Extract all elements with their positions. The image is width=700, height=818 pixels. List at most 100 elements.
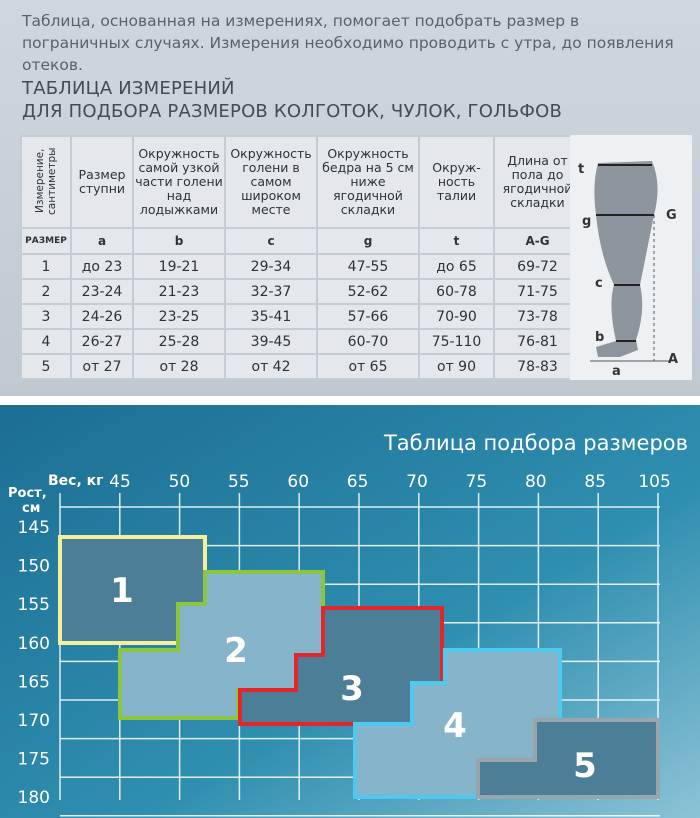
- header-cell: Окруж-ность талии: [418, 135, 495, 229]
- table-cell: от 90: [418, 353, 495, 380]
- size-number: 2: [224, 631, 248, 671]
- weight-tick: 55: [228, 472, 250, 492]
- table-cell: 4: [20, 328, 72, 355]
- table-cell: 1: [20, 253, 72, 280]
- weight-tick: 105: [638, 472, 670, 492]
- height-tick: 155: [18, 595, 50, 615]
- header-cell: Длина от пола до ягодичной складки: [493, 135, 582, 229]
- table-cell: 23-24: [70, 278, 134, 305]
- size-table: Измерение, сантиметры Размер ступни Окружн…: [20, 135, 582, 380]
- leg-shape: [594, 161, 658, 357]
- table-cell: 75-110: [418, 328, 495, 355]
- table-cell: 35-41: [224, 303, 318, 330]
- diagram-label: g: [582, 214, 591, 229]
- table-cell: 78-83: [493, 353, 582, 380]
- title-line: ТАБЛИЦА ИЗМЕРЕНИЙ: [22, 78, 235, 99]
- header-row: Измерение, сантиметры Размер ступни Окружн…: [20, 135, 582, 229]
- header-cell: Окружность бедра на 5 см ниже ягодичной …: [316, 135, 420, 229]
- diagram-label: G: [666, 208, 677, 223]
- table-cell: 3: [20, 303, 72, 330]
- height-tick: 175: [18, 750, 50, 770]
- table-cell: 25-28: [132, 328, 226, 355]
- leg-diagram: t g G c b A a: [570, 135, 692, 380]
- measurement-section: Таблица, основанная на измерениях, помог…: [0, 0, 700, 396]
- weight-label: Вес, кг: [48, 473, 103, 489]
- table-cell: от 65: [316, 353, 420, 380]
- table-cell: от 28: [132, 353, 226, 380]
- table-cell: 71-75: [493, 278, 582, 305]
- table-cell: от 42: [224, 353, 318, 380]
- code-cell: a: [70, 227, 134, 255]
- table-cell: до 65: [418, 253, 495, 280]
- table-cell: 57-66: [316, 303, 420, 330]
- size-regions: [58, 535, 660, 799]
- title-line: ДЛЯ ПОДБОРА РАЗМЕРОВ КОЛГОТОК, ЧУЛОК, ГО…: [22, 101, 562, 122]
- weight-tick: 75: [466, 472, 488, 492]
- weight-tick: 60: [287, 472, 309, 492]
- size-region: [476, 718, 660, 799]
- table-cell: 70-90: [418, 303, 495, 330]
- diagram-label: t: [578, 162, 584, 177]
- weight-tick: 65: [347, 472, 369, 492]
- code-cell: g: [316, 227, 420, 255]
- table-cell: 60-78: [418, 278, 495, 305]
- weight-tick: 50: [169, 472, 191, 492]
- height-tick: 180: [18, 788, 50, 808]
- chart-title: Таблица подбора размеров: [383, 431, 688, 455]
- table-cell: 73-78: [493, 303, 582, 330]
- table-cell: 23-25: [132, 303, 226, 330]
- table-row: 1 до 23 19-21 29-34 47-55 до 65 69-72: [20, 253, 582, 280]
- table-cell: до 23: [70, 253, 134, 280]
- table-cell: 32-37: [224, 278, 318, 305]
- size-number: 1: [110, 571, 134, 611]
- weight-tick: 80: [525, 472, 547, 492]
- diagram-label: a: [612, 364, 621, 379]
- table-cell: 52-62: [316, 278, 420, 305]
- height-tick: 145: [18, 518, 50, 538]
- table-cell: 47-55: [316, 253, 420, 280]
- intro-text: Таблица, основанная на измерениях, помог…: [22, 12, 674, 74]
- height-tick: 160: [18, 634, 50, 654]
- size-chart: 1 2 3 4 5 Таблица подбора размеров Вес, …: [0, 405, 700, 818]
- table-row: 5 от 27 от 28 от 42 от 65 от 90 78-83: [20, 353, 582, 380]
- table-cell: 69-72: [493, 253, 582, 280]
- table-cell: 2: [20, 278, 72, 305]
- height-tick: 170: [18, 711, 50, 731]
- weight-tick: 45: [109, 472, 131, 492]
- size-label: РАЗМЕР: [20, 227, 72, 255]
- code-cell: A-G: [493, 227, 582, 255]
- measure-marks: [596, 164, 654, 342]
- table-cell: 24-26: [70, 303, 134, 330]
- size-number: 5: [573, 746, 597, 786]
- size-number: 4: [443, 706, 467, 746]
- corner-text: Измерение, сантиметры: [34, 146, 58, 215]
- table-row: 4 26-27 25-28 39-45 60-70 75-110 76-81: [20, 328, 582, 355]
- height-tick: 150: [18, 557, 50, 577]
- diagram-label: A: [668, 352, 678, 367]
- code-cell: t: [418, 227, 495, 255]
- table-cell: 19-21: [132, 253, 226, 280]
- table-cell: 5: [20, 353, 72, 380]
- height-label: Рост, см: [8, 486, 47, 516]
- weight-tick: 70: [406, 472, 428, 492]
- table-cell: от 27: [70, 353, 134, 380]
- table-cell: 29-34: [224, 253, 318, 280]
- header-cell: Окружность голени в самом широком месте: [224, 135, 318, 229]
- diagram-label: c: [595, 276, 603, 291]
- height-tick: 165: [18, 672, 50, 692]
- code-cell: c: [224, 227, 318, 255]
- diagram-label: b: [595, 330, 604, 345]
- header-cell: Окружность самой узкой части голени над …: [132, 135, 226, 229]
- table-row: 3 24-26 23-25 35-41 57-66 70-90 73-78: [20, 303, 582, 330]
- table-cell: 26-27: [70, 328, 134, 355]
- code-cell: b: [132, 227, 226, 255]
- size-number: 3: [340, 669, 364, 709]
- table-cell: 39-45: [224, 328, 318, 355]
- weight-tick: 85: [584, 472, 606, 492]
- table-cell: 76-81: [493, 328, 582, 355]
- table-cell: 21-23: [132, 278, 226, 305]
- table-row: 2 23-24 21-23 32-37 52-62 60-78 71-75: [20, 278, 582, 305]
- code-row: РАЗМЕР a b c g t A-G: [20, 227, 582, 255]
- table-cell: 60-70: [316, 328, 420, 355]
